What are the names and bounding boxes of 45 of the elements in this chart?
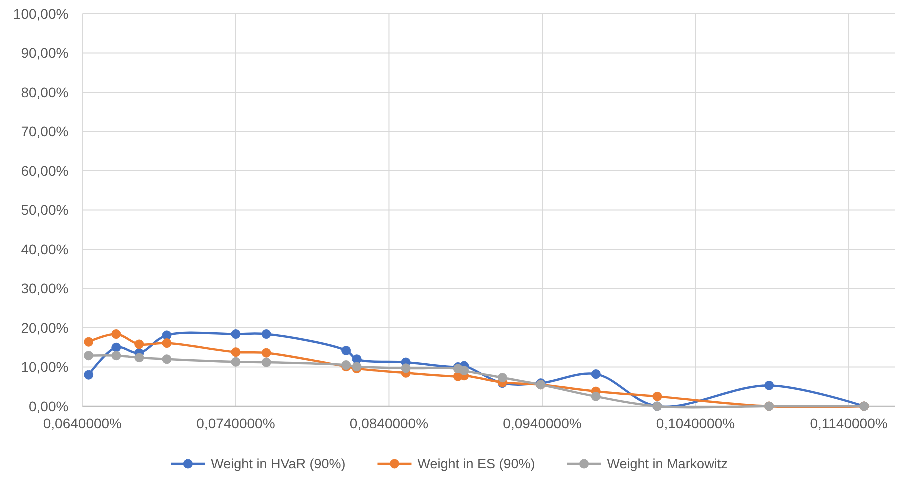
legend-label: Weight in Markowitz — [607, 456, 728, 472]
point — [401, 364, 411, 374]
point — [460, 366, 470, 376]
y-tick-label: 100,00% — [13, 6, 69, 22]
y-tick-label: 50,00% — [21, 202, 69, 218]
point — [498, 373, 508, 383]
x-tick-label: 0,0640000% — [43, 416, 122, 432]
point — [764, 380, 774, 390]
y-tick-label: 0,00% — [28, 398, 69, 414]
point — [112, 330, 122, 340]
x-tick-label: 0,0740000% — [196, 416, 276, 432]
point — [591, 370, 601, 380]
point — [262, 348, 272, 358]
point — [162, 354, 172, 364]
legend-label: Weight in HVaR (90%) — [211, 456, 346, 472]
point — [231, 348, 241, 358]
point — [231, 330, 241, 340]
point — [652, 392, 662, 402]
point — [262, 358, 272, 368]
point — [262, 330, 272, 340]
point — [134, 353, 144, 363]
point — [84, 351, 94, 361]
point — [134, 340, 144, 350]
y-tick-label: 10,00% — [21, 359, 69, 376]
point — [112, 351, 122, 361]
point — [591, 392, 601, 402]
point — [162, 330, 172, 340]
x-tick-label: 0,0840000% — [350, 416, 429, 432]
point — [112, 342, 122, 352]
y-tick-label: 30,00% — [21, 280, 69, 297]
legend-label: Weight in ES (90%) — [418, 456, 536, 472]
y-tick-label: 80,00% — [21, 84, 69, 100]
y-tick-label: 40,00% — [21, 241, 69, 258]
y-tick-label: 90,00% — [21, 45, 69, 62]
x-tick-label: 0,0940000% — [503, 416, 582, 432]
point — [84, 337, 94, 347]
point — [162, 338, 172, 348]
y-tick-label: 60,00% — [21, 162, 69, 179]
y-tick-label: 20,00% — [21, 320, 69, 336]
y-tick-label: 70,00% — [21, 124, 69, 140]
point — [231, 357, 241, 367]
x-tick-label: 0,1040000% — [656, 416, 736, 432]
point — [342, 346, 352, 356]
x-tick-label: 0,1140000% — [810, 416, 888, 432]
point — [84, 370, 94, 380]
